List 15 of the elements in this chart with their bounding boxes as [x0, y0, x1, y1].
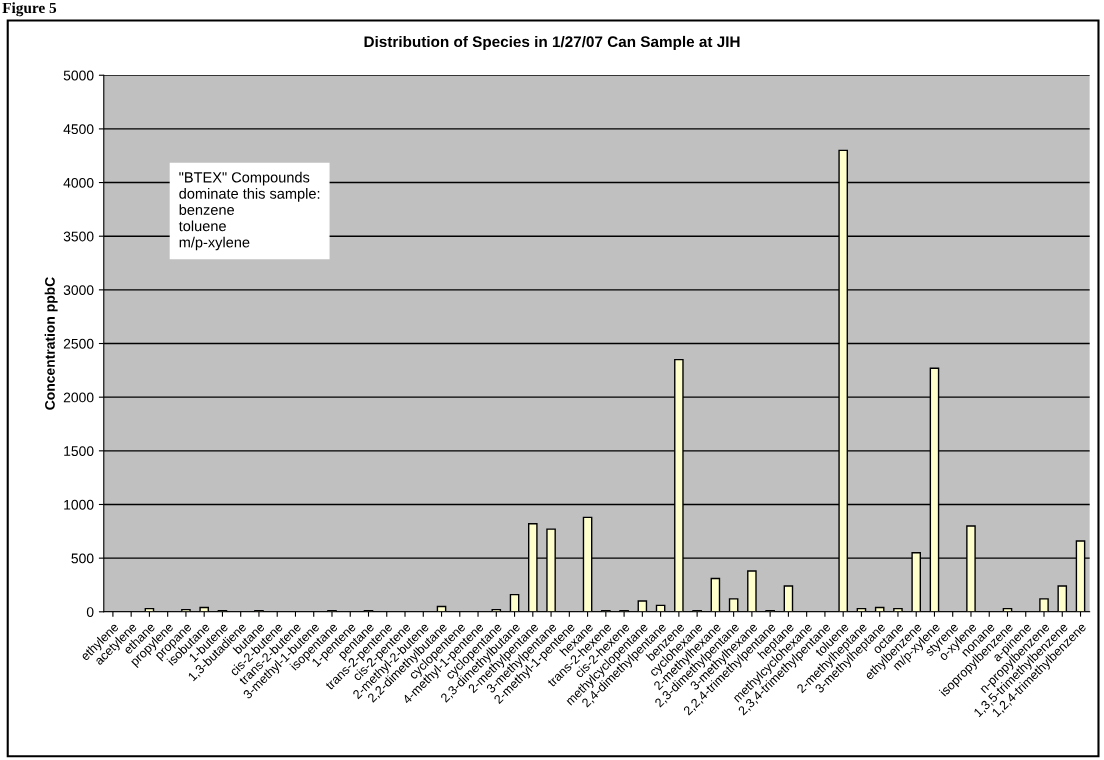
y-tick-label: 3500: [63, 231, 94, 242]
annotation: "BTEX" Compounds dominate this sample: benzene toluene m/p-xylene: [178, 171, 320, 251]
y-tick-label: 4500: [63, 124, 94, 135]
chart-title: Distribution of Species in 1/27/07 Can Sample at JIH: [364, 35, 740, 51]
y-tick-label: 1500: [64, 446, 94, 456]
y-tick-label: 2000: [63, 392, 94, 403]
y-tick-label: 500: [71, 553, 94, 564]
caption: Figure 5: [2, 2, 57, 17]
y-tick-label: 4000: [63, 177, 94, 188]
y-tick-label: 1000: [64, 499, 94, 510]
y-tick-label: 3000: [63, 285, 94, 296]
y-tick-label: 2500: [63, 338, 94, 349]
y-tick-label: 5000: [63, 70, 94, 81]
y-axis-title: Concentration ppbC: [44, 277, 58, 410]
y-tick-label: 0: [86, 607, 94, 617]
